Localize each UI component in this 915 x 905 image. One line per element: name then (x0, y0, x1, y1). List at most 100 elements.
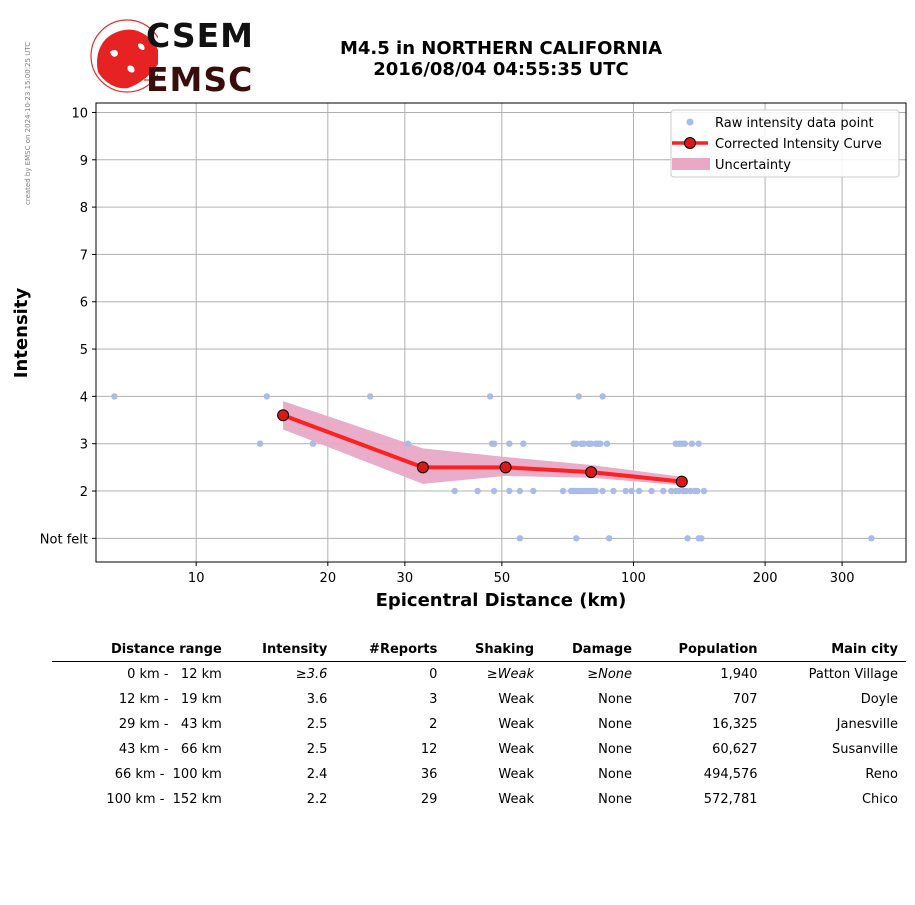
cell-reports: 3 (429, 692, 438, 707)
header-distance-range: Distance range (52, 640, 230, 662)
raw-data-point (573, 535, 580, 542)
x-tick-label: 30 (397, 571, 414, 586)
cell-shaking: Weak (498, 767, 535, 782)
raw-data-point (506, 487, 513, 495)
y-tick-label: 3 (80, 438, 88, 453)
cell-city: Janesville (836, 717, 898, 732)
x-axis-title: Epicentral Distance (km) (376, 590, 627, 611)
legend-uncertainty-swatch (672, 158, 710, 170)
raw-data-point (622, 487, 629, 495)
intensity-summary-table: Distance range Intensity #Reports Shakin… (52, 640, 906, 812)
y-tick-label: 2 (80, 485, 88, 500)
table-row: 12 km - 19 km 3.6 3 Weak None 707 Doyle (52, 687, 906, 712)
raw-data-point (309, 440, 317, 447)
table-row: 66 km - 100 km 2.4 36 Weak None 494,576 … (52, 762, 906, 787)
legend-curve-marker (684, 137, 696, 149)
raw-data-point (575, 393, 582, 400)
chart-title: M4.5 in NORTHERN CALIFORNIA 2016/08/04 0… (300, 38, 702, 80)
curve-layer (277, 409, 688, 488)
cell-intensity: 2.5 (306, 742, 328, 757)
table-row: 29 km - 43 km 2.5 2 Weak None 16,325 Jan… (52, 712, 906, 737)
table-row: 100 km - 152 km 2.2 29 Weak None 572,781… (52, 787, 906, 812)
cell-intensity: 2.4 (306, 767, 328, 782)
uncertainty-band (283, 401, 682, 486)
cell-shaking: ≥Weak (486, 667, 535, 682)
cell-shaking: Weak (498, 692, 535, 707)
cell-population: 1,940 (720, 667, 758, 682)
x-tick-label: 100 (621, 571, 646, 586)
raw-data-point (592, 487, 599, 495)
cell-distance: 29 km - 43 km (118, 717, 222, 732)
cell-population: 572,781 (703, 792, 758, 807)
raw-data-point (628, 487, 635, 495)
cell-damage: None (598, 742, 633, 757)
corrected-intensity-point (277, 409, 290, 422)
plot-frame (95, 102, 907, 563)
raw-data-point (490, 440, 498, 447)
raw-data-point (486, 393, 494, 400)
raw-data-point (599, 487, 606, 495)
y-tick-label: 9 (80, 154, 88, 169)
raw-data-point (474, 487, 481, 495)
raw-data-point (516, 487, 524, 495)
cell-population: 494,576 (703, 767, 758, 782)
cell-reports: 0 (429, 667, 438, 682)
cell-shaking: Weak (498, 792, 535, 807)
logo-emsc-text: EMSC (146, 60, 254, 99)
y-tick-label: 6 (80, 296, 88, 311)
legend-raw-marker (686, 118, 694, 126)
chart-title-line2: 2016/08/04 04:55:35 UTC (373, 59, 629, 80)
cell-population: 60,627 (712, 742, 758, 757)
header-shaking: Shaking (445, 640, 543, 662)
raw-points-layer (111, 393, 875, 542)
legend-box (670, 109, 900, 178)
x-tick-label: 20 (320, 571, 337, 586)
y-tick-label: 8 (80, 201, 88, 216)
table-header-row: Distance range Intensity #Reports Shakin… (52, 640, 906, 662)
raw-data-point (603, 440, 611, 447)
cell-shaking: Weak (498, 717, 535, 732)
cell-intensity: 3.6 (306, 692, 328, 707)
raw-data-point (404, 440, 412, 447)
cell-city: Reno (865, 767, 898, 782)
y-tick-label: 7 (80, 248, 88, 263)
y-tick-label: 4 (80, 390, 88, 405)
legend-raw-label: Raw intensity data point (715, 116, 874, 131)
cell-reports: 2 (429, 717, 438, 732)
raw-data-point (599, 393, 606, 400)
y-tick-label: 10 (71, 106, 88, 121)
chart-title-line1: M4.5 in NORTHERN CALIFORNIA (339, 38, 663, 59)
raw-data-point (695, 440, 702, 447)
raw-data-point (668, 487, 675, 495)
raw-data-point (111, 393, 118, 400)
cell-distance: 100 km - 152 km (106, 792, 222, 807)
x-tick-label: 200 (753, 571, 778, 586)
cell-reports: 36 (420, 767, 438, 782)
cell-city: Doyle (860, 692, 898, 707)
cell-distance: 12 km - 19 km (118, 692, 222, 707)
raw-data-point (648, 487, 655, 495)
ticks-layer: 10 20 30 50 100 200 300 Not felt 2 3 4 5 6 7 8 9 10 (40, 106, 855, 586)
raw-data-point (597, 440, 604, 447)
cell-distance: 66 km - 100 km (114, 767, 222, 782)
x-tick-label: 50 (494, 571, 511, 586)
cell-damage: None (598, 792, 633, 807)
raw-data-point (516, 535, 524, 542)
uncertainty-layer (283, 401, 682, 486)
raw-data-point (868, 535, 875, 542)
cell-damage: None (598, 767, 633, 782)
header-reports: #Reports (335, 640, 446, 662)
raw-data-point (660, 487, 667, 495)
y-tick-label: Not felt (40, 532, 88, 547)
raw-data-point (263, 393, 270, 400)
legend-uncertainty-label: Uncertainty (715, 158, 791, 173)
raw-data-point (694, 487, 701, 495)
raw-data-point (490, 487, 498, 495)
raw-data-point (451, 487, 458, 495)
cell-population: 707 (732, 692, 758, 707)
raw-data-point (256, 440, 264, 447)
intensity-chart: 10 20 30 50 100 200 300 Not felt 2 3 4 5 6 7 8 9 10 Epic… (11, 102, 907, 611)
csem-emsc-logo: CSEM EMSC (88, 16, 258, 100)
y-tick-label: 5 (80, 343, 88, 358)
corrected-intensity-point (416, 461, 429, 474)
